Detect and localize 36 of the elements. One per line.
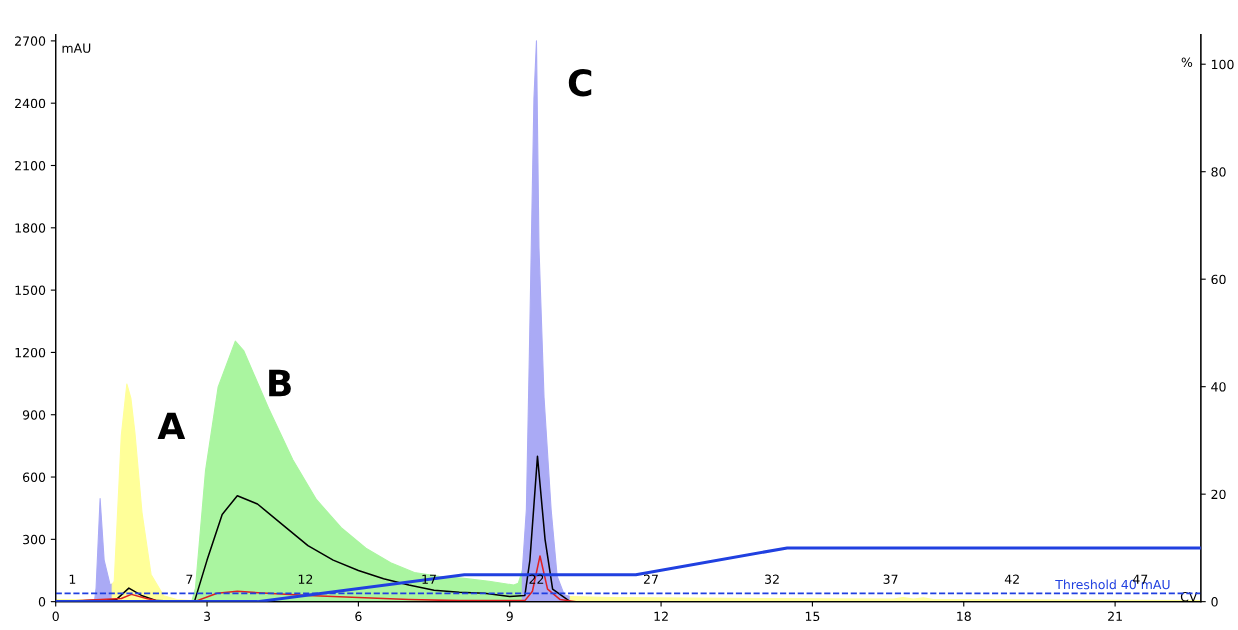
annotation: 1 xyxy=(69,574,76,584)
x-tick-label: 18 xyxy=(957,611,971,622)
x-tick-label: 3 xyxy=(204,611,211,622)
annotation: C xyxy=(568,69,592,97)
y2-tick-label: 80 xyxy=(1211,167,1226,177)
x-tick-label: 6 xyxy=(355,611,362,622)
y2-tick-label: 60 xyxy=(1211,274,1226,285)
y2-tick-label: 20 xyxy=(1211,489,1226,500)
x-tick-label: 12 xyxy=(654,611,668,621)
y-tick-label: 1800 xyxy=(15,223,46,233)
y-tick-label: 0 xyxy=(38,597,46,607)
annotation: 12 xyxy=(298,574,313,584)
y-tick-label: 2700 xyxy=(15,36,46,46)
annotation: 42 xyxy=(1004,574,1019,584)
x-tick-label: 9 xyxy=(506,611,513,622)
y-tick-label: 300 xyxy=(23,534,46,545)
annotation: A xyxy=(157,412,186,439)
y-tick-label: 1500 xyxy=(15,285,46,296)
annotation: 32 xyxy=(765,574,779,584)
y-axis-title: mAU xyxy=(62,43,91,53)
annotation: 37 xyxy=(883,574,898,584)
y2-tick-label: 40 xyxy=(1211,382,1226,392)
y-tick-label: 2400 xyxy=(15,98,46,109)
y-tick-label: 1200 xyxy=(15,347,46,358)
x-tick-label: 21 xyxy=(1108,611,1122,621)
y2-tick-label: 0 xyxy=(1211,597,1218,607)
y-tick-label: 900 xyxy=(22,410,46,420)
y2-tick-label: 100 xyxy=(1211,59,1234,70)
y-tick-label: 600 xyxy=(23,472,46,482)
x-tick-label: 15 xyxy=(805,611,820,622)
x-tick-label: 0 xyxy=(52,611,59,622)
annotation: B xyxy=(269,369,291,397)
annotation: 7 xyxy=(186,574,193,584)
annotation: 27 xyxy=(643,574,658,584)
y2-axis-title: % xyxy=(1181,57,1193,68)
y-tick-label: 2100 xyxy=(15,160,46,171)
